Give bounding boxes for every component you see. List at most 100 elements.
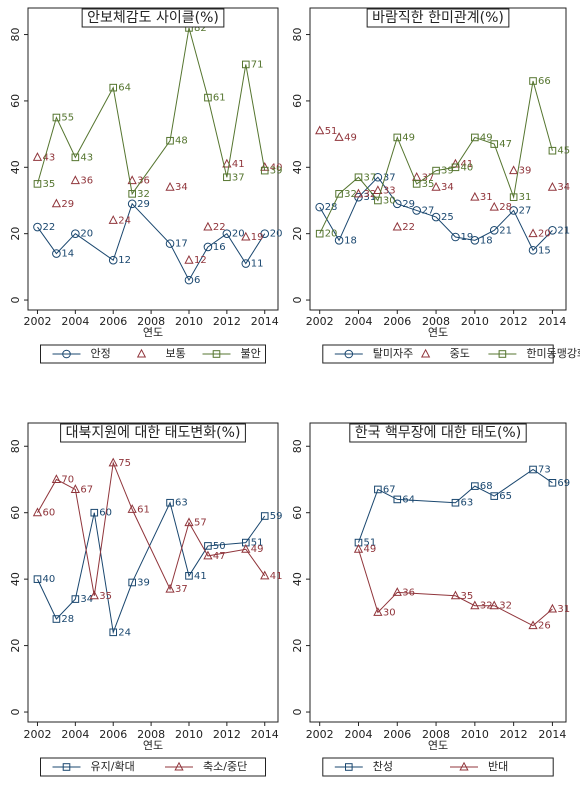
value-label: 55 <box>61 113 74 124</box>
value-label: 37 <box>232 172 245 183</box>
series-line <box>37 202 266 282</box>
value-label: 22 <box>42 222 55 233</box>
value-label: 35 <box>42 179 55 190</box>
marker <box>108 215 118 224</box>
marker <box>165 181 175 191</box>
marker <box>431 181 441 191</box>
chart-title: 안보체감도 사이클(%) <box>87 10 219 26</box>
x-tick-label: 2012 <box>500 315 528 328</box>
value-label: 40 <box>270 162 283 173</box>
value-label: 32 <box>137 189 150 200</box>
y-tick-label: 20 <box>291 639 304 653</box>
series-line <box>37 460 266 596</box>
series-line <box>319 80 553 234</box>
legend-label: 탈미자주 <box>373 347 413 360</box>
x-tick-label: 2010 <box>175 728 203 741</box>
x-tick-label: 2012 <box>500 728 528 741</box>
y-tick-label: 60 <box>291 94 304 108</box>
marker <box>509 165 519 175</box>
marker <box>52 113 61 122</box>
value-label: 28 <box>325 202 338 213</box>
value-label: 20 <box>80 229 93 240</box>
marker <box>90 508 99 517</box>
value-label: 50 <box>213 541 226 552</box>
marker <box>334 132 344 141</box>
value-label: 57 <box>194 518 207 529</box>
legend: 찬성 반대 <box>322 757 554 777</box>
marker <box>451 498 460 507</box>
marker <box>374 196 382 205</box>
y-tick-label: 40 <box>291 160 304 174</box>
marker <box>498 350 507 358</box>
legend: 안정 보통 불안 <box>40 344 266 364</box>
y-tick-label: 0 <box>9 709 22 716</box>
marker <box>174 761 184 771</box>
value-label: 59 <box>270 511 283 522</box>
marker <box>33 180 42 188</box>
value-label: 47 <box>499 139 512 150</box>
marker <box>412 180 421 188</box>
marker <box>315 202 324 212</box>
value-label: 41 <box>270 571 283 582</box>
value-label: 37 <box>175 584 188 595</box>
x-tick-label: 2014 <box>538 315 566 328</box>
value-label: 37 <box>383 172 396 183</box>
marker <box>32 152 43 161</box>
marker <box>127 504 137 513</box>
value-label: 66 <box>538 76 551 87</box>
marker <box>373 185 383 195</box>
marker <box>489 226 499 235</box>
marker <box>470 236 480 245</box>
x-axis-label: 연도 <box>428 739 448 752</box>
marker <box>393 133 402 142</box>
marker <box>374 485 382 494</box>
x-tick-label: 2008 <box>422 728 450 741</box>
title-box <box>366 8 510 28</box>
x-tick-label: 2008 <box>137 315 165 328</box>
marker <box>451 163 460 172</box>
marker <box>334 236 344 245</box>
legend: 탈미자주 중도 한미동맹강화 <box>322 344 580 364</box>
legend-label: 보통 <box>166 347 186 360</box>
value-label: 34 <box>557 182 570 193</box>
chart-title: 한국 핵무장에 대한 태도(%) <box>355 425 521 441</box>
legend-box <box>322 344 554 364</box>
value-label: 68 <box>480 481 493 492</box>
marker <box>62 349 71 359</box>
value-label: 15 <box>538 245 551 256</box>
value-label: 41 <box>460 159 473 170</box>
series-line <box>36 27 266 196</box>
marker <box>71 229 80 238</box>
marker <box>528 228 538 238</box>
marker <box>223 173 231 182</box>
value-label: 24 <box>118 627 131 638</box>
x-axis-label: 연도 <box>143 739 163 752</box>
y-tick-label: 20 <box>291 227 304 241</box>
marker <box>166 498 174 507</box>
marker <box>459 761 469 771</box>
value-label: 67 <box>383 484 396 495</box>
y-tick-label: 60 <box>291 506 304 520</box>
x-tick-label: 2010 <box>175 315 203 328</box>
marker <box>335 190 343 198</box>
y-tick-label: 80 <box>291 439 304 453</box>
legend-box <box>40 344 266 364</box>
value-label: 32 <box>499 601 512 612</box>
value-label: 20 <box>538 229 551 240</box>
marker <box>471 133 479 142</box>
value-label: 49 <box>363 544 376 555</box>
marker <box>315 125 325 135</box>
marker <box>136 348 147 358</box>
legend-label: 중도 <box>450 347 470 360</box>
value-label: 29 <box>402 199 415 210</box>
x-tick-label: 2002 <box>306 315 334 328</box>
value-label: 67 <box>80 484 93 495</box>
plot-area <box>309 7 567 311</box>
legend-box <box>40 757 266 777</box>
value-label: 12 <box>118 255 131 266</box>
value-label: 28 <box>61 614 74 625</box>
value-label: 75 <box>118 458 131 469</box>
y-tick-label: 0 <box>291 297 304 304</box>
value-label: 34 <box>80 594 93 605</box>
marker <box>52 615 61 623</box>
